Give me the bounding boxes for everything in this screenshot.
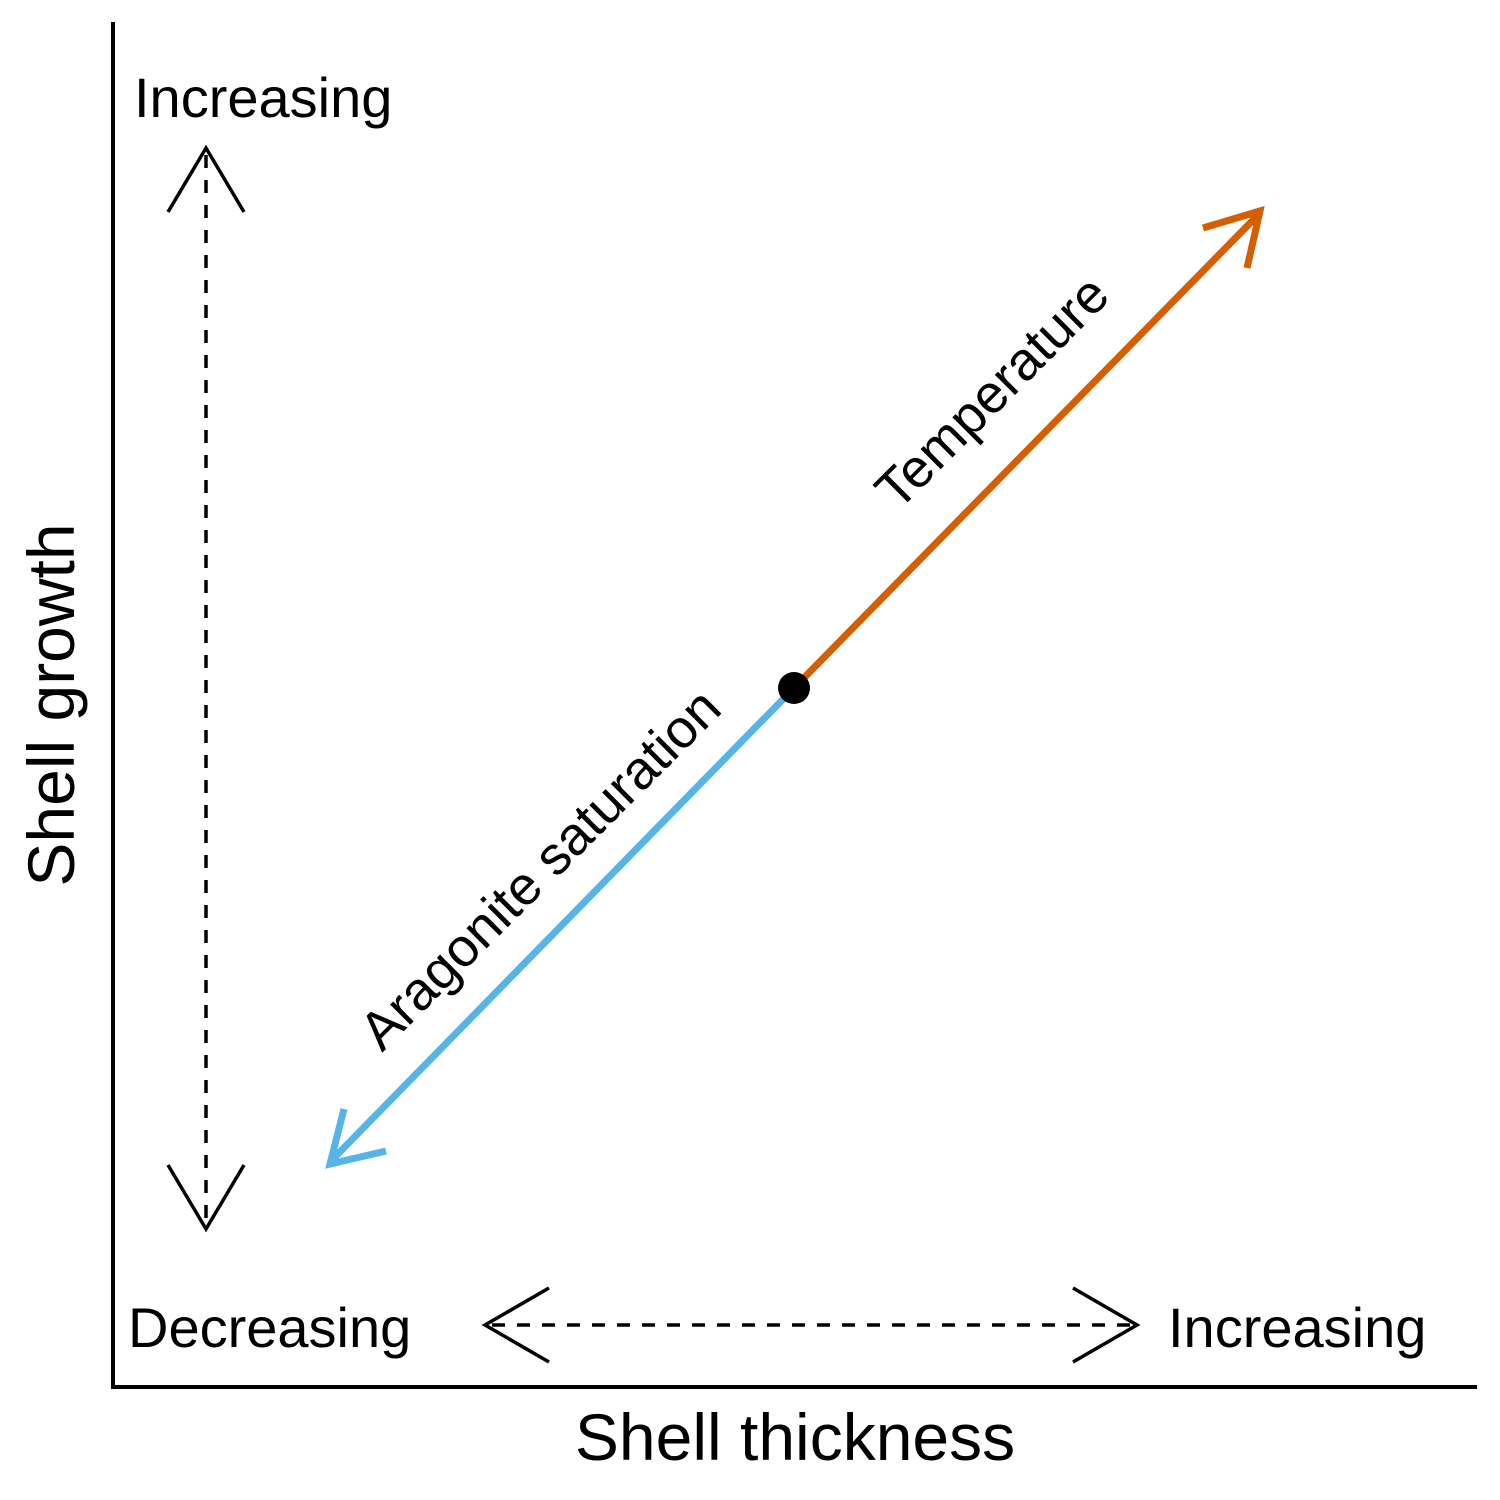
aragonite-arrow: [325, 685, 797, 1169]
x-arrowhead-right: [1072, 1286, 1141, 1364]
y-arrowhead-down: [166, 1164, 246, 1233]
y-arrowhead-up: [166, 144, 246, 213]
x-axis-title: Shell thickness: [575, 1400, 1015, 1474]
aragonite-saturation-label: Aragonite saturation: [348, 677, 732, 1061]
x-direction-arrow: [481, 1286, 1141, 1364]
y-axis-title: Shell growth: [14, 523, 88, 886]
aragonite-arrowhead: [325, 1108, 387, 1169]
x-increasing-label: Increasing: [1168, 1296, 1426, 1359]
origin-point: [778, 672, 810, 704]
temperature-arrow-shaft: [791, 213, 1260, 691]
aragonite-arrow-shaft: [328, 685, 797, 1164]
temperature-arrowhead: [1201, 205, 1265, 269]
y-increasing-label: Increasing: [134, 66, 392, 129]
y-direction-arrow: [166, 144, 246, 1233]
temperature-arrow: [791, 205, 1265, 691]
x-decreasing-label: Decreasing: [128, 1296, 411, 1359]
x-arrowhead-left: [481, 1286, 550, 1364]
